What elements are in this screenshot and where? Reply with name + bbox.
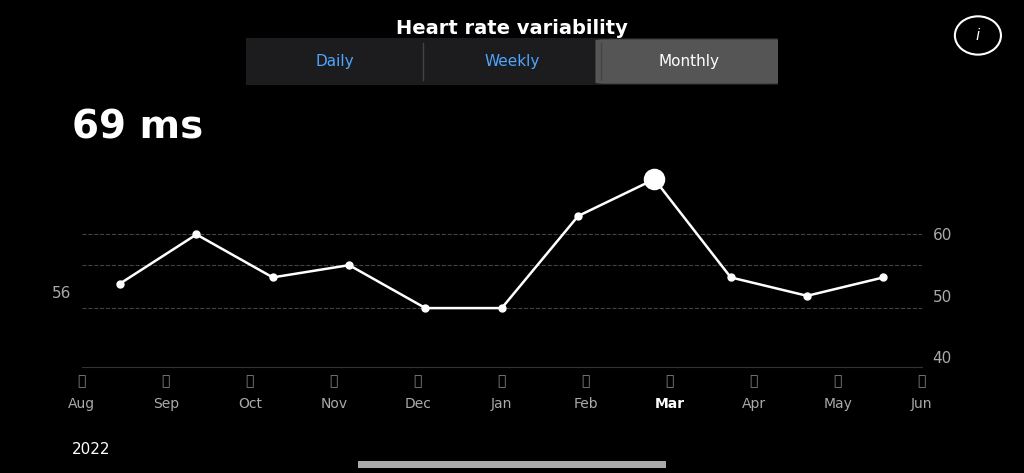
FancyBboxPatch shape xyxy=(328,461,696,469)
Text: Feb: Feb xyxy=(573,397,598,412)
Text: 🏷: 🏷 xyxy=(834,374,842,388)
Text: Daily: Daily xyxy=(315,54,354,69)
Text: Nov: Nov xyxy=(321,397,347,412)
Text: Dec: Dec xyxy=(404,397,431,412)
Text: 🏷: 🏷 xyxy=(918,374,926,388)
FancyBboxPatch shape xyxy=(595,39,783,84)
Text: Monthly: Monthly xyxy=(659,54,720,69)
Text: 🏷: 🏷 xyxy=(162,374,170,388)
Text: 56: 56 xyxy=(52,286,72,301)
Text: 🏷: 🏷 xyxy=(666,374,674,388)
Text: 🏷: 🏷 xyxy=(78,374,86,388)
FancyBboxPatch shape xyxy=(219,35,805,88)
Text: Jun: Jun xyxy=(911,397,932,412)
Text: Aug: Aug xyxy=(69,397,95,412)
Text: 🏷: 🏷 xyxy=(246,374,254,388)
Text: Jan: Jan xyxy=(492,397,512,412)
Text: Heart rate variability: Heart rate variability xyxy=(396,19,628,38)
Text: 69 ms: 69 ms xyxy=(72,109,203,147)
Text: 🏷: 🏷 xyxy=(330,374,338,388)
Text: 🏷: 🏷 xyxy=(750,374,758,388)
Text: 2022: 2022 xyxy=(72,442,111,457)
Text: 🏷: 🏷 xyxy=(414,374,422,388)
Text: Oct: Oct xyxy=(238,397,262,412)
Text: Sep: Sep xyxy=(153,397,179,412)
Text: May: May xyxy=(823,397,852,412)
Text: Apr: Apr xyxy=(741,397,766,412)
Text: Mar: Mar xyxy=(654,397,685,412)
Text: 🏷: 🏷 xyxy=(498,374,506,388)
Text: i: i xyxy=(976,28,980,43)
Text: 🏷: 🏷 xyxy=(582,374,590,388)
Text: Weekly: Weekly xyxy=(484,54,540,69)
